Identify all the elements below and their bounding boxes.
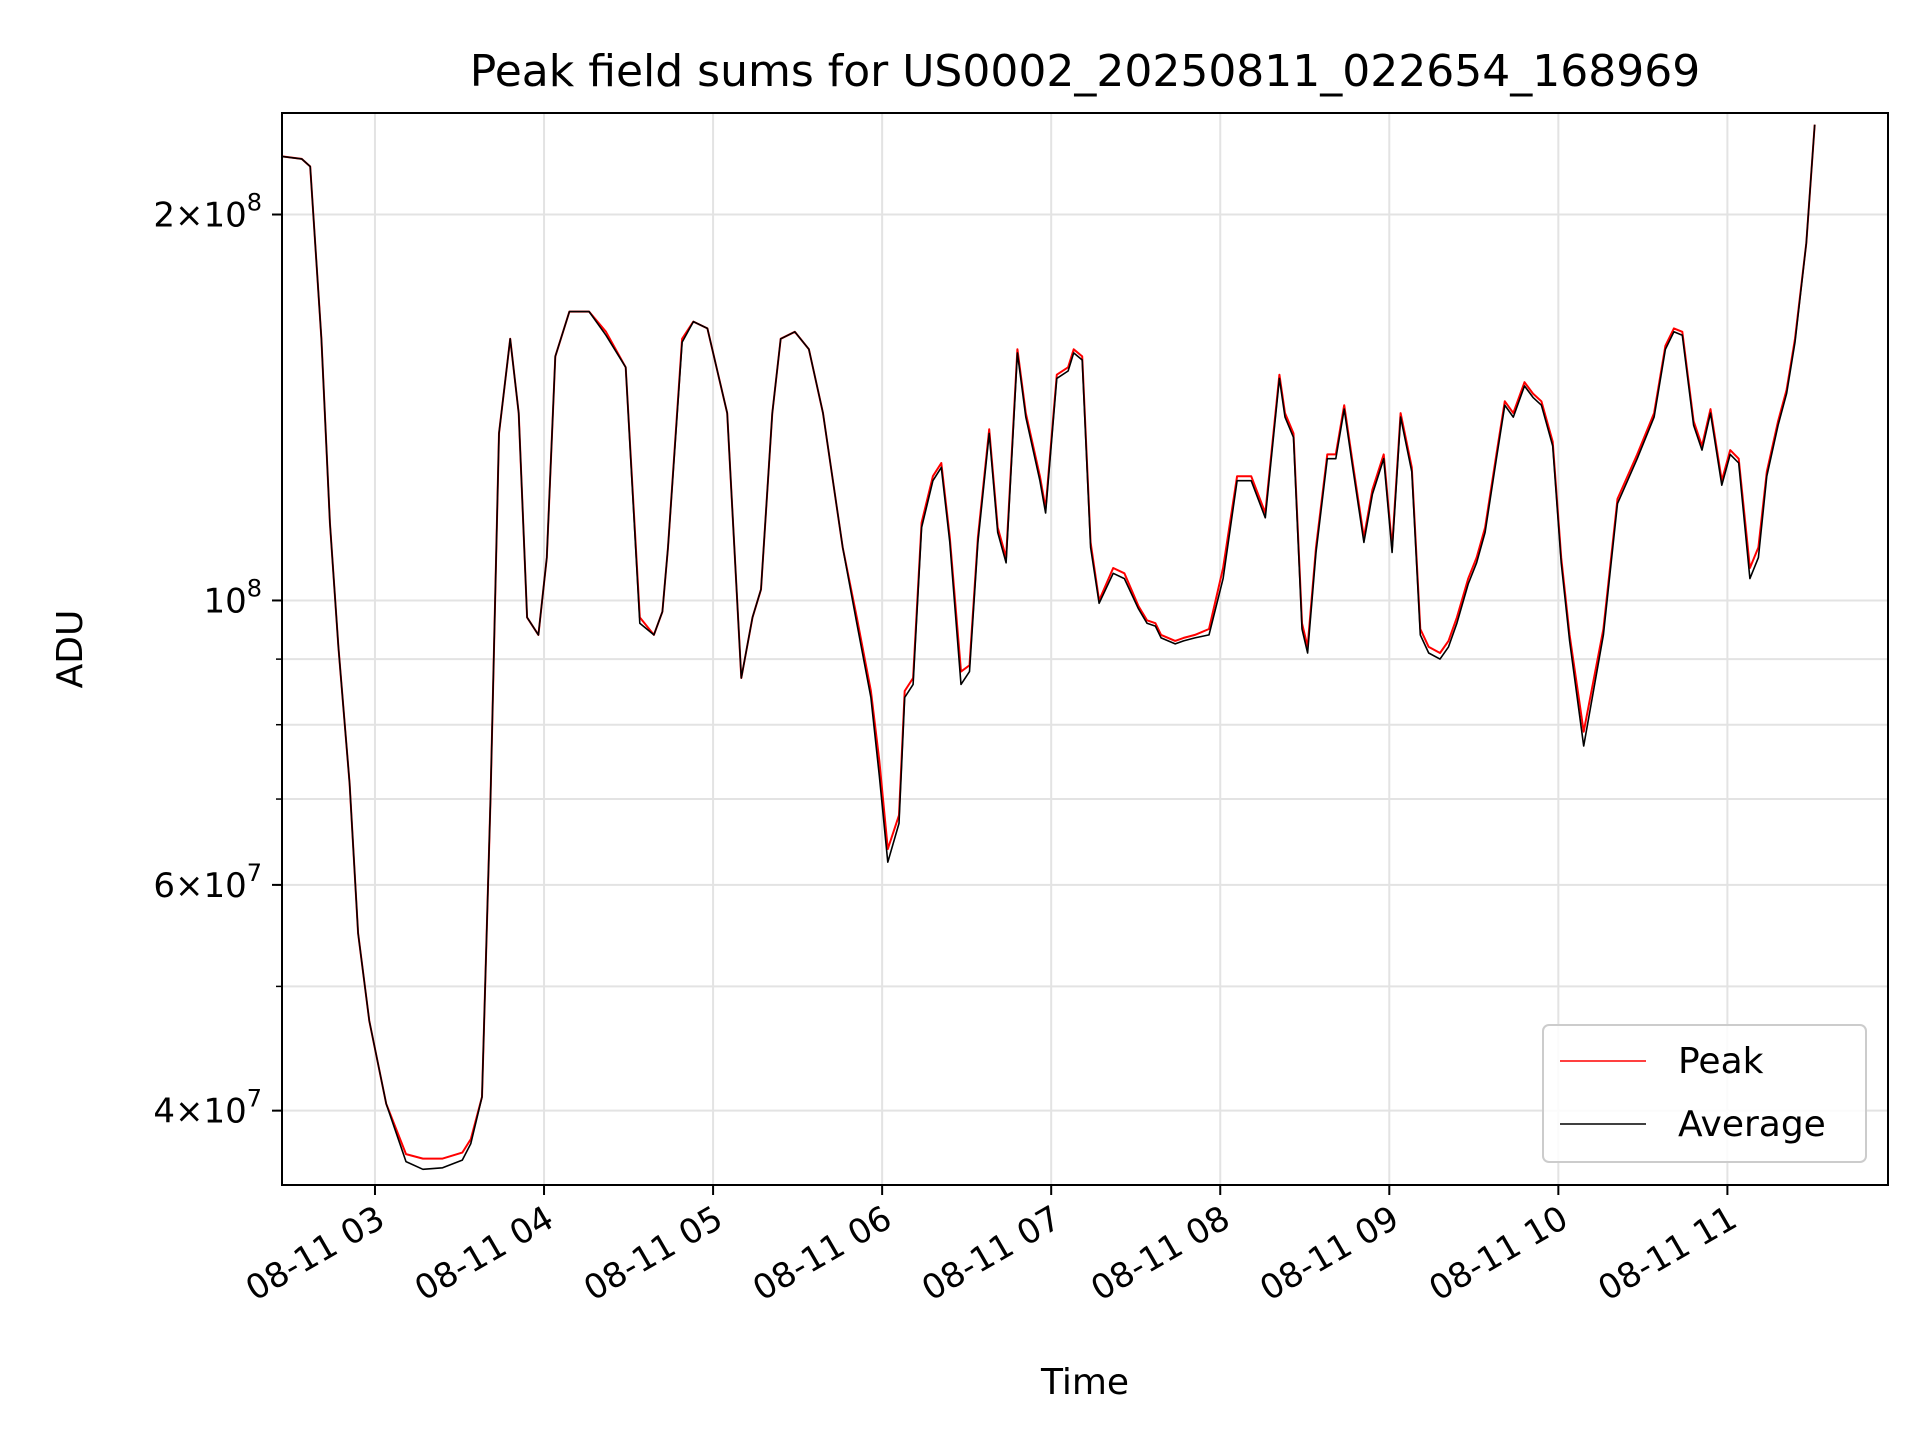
y-tick-label: 2×108 [153, 189, 262, 236]
grid [282, 113, 1888, 1185]
y-tick-label: 108 [203, 574, 262, 621]
y-tick-label: 4×107 [153, 1085, 262, 1132]
plot-lines [281, 124, 1816, 1171]
y-axis-label: ADU [50, 610, 91, 689]
legend-label-average: Average [1678, 1104, 1826, 1145]
y-tick-label: 6×107 [153, 859, 262, 906]
y-axis: 4×107 6×107 108 2×108 [153, 189, 282, 1132]
legend-box [1542, 1024, 1867, 1163]
legend: Peak Average [1542, 1024, 1867, 1163]
chart-title: Peak field sums for US0002_20250811_0226… [470, 46, 1700, 97]
x-axis-label: Time [1040, 1362, 1129, 1403]
legend-label-peak: Peak [1678, 1041, 1764, 1082]
series-line-average [281, 124, 1816, 1171]
plot-frame [281, 112, 1889, 1186]
